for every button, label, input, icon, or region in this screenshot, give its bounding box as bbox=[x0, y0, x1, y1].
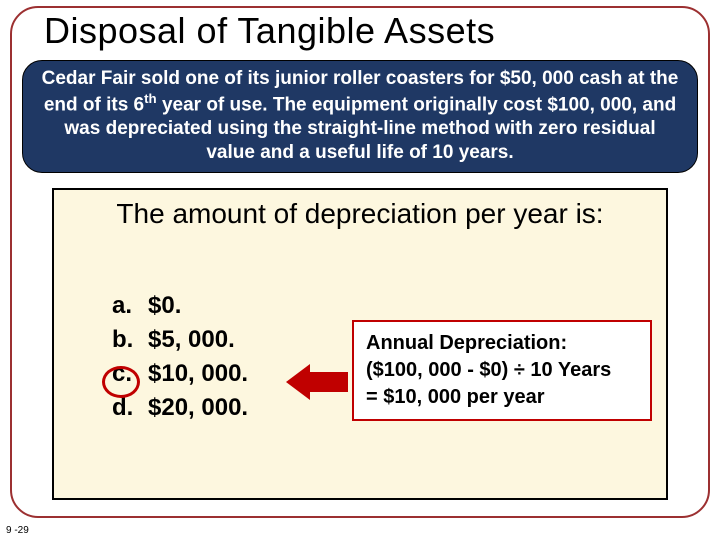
option-value: $0. bbox=[148, 292, 181, 320]
annotation-box: Annual Depreciation: ($100, 000 - $0) ÷ … bbox=[352, 320, 652, 421]
options-list: a. $0. b. $5, 000. c. $10, 000. d. $20, … bbox=[112, 292, 248, 428]
option-letter: b. bbox=[112, 326, 148, 354]
question-box: The amount of depreciation per year is: … bbox=[52, 188, 668, 500]
annotation-line1: Annual Depreciation: bbox=[366, 330, 638, 357]
option-value: $20, 000. bbox=[148, 394, 248, 422]
option-d: d. $20, 000. bbox=[112, 394, 248, 422]
question-title: The amount of depreciation per year is: bbox=[54, 190, 666, 230]
annotation-line2: ($100, 000 - $0) ÷ 10 Years bbox=[366, 357, 638, 384]
option-b: b. $5, 000. bbox=[112, 326, 248, 354]
correct-answer-circle bbox=[102, 366, 140, 398]
option-letter: a. bbox=[112, 292, 148, 320]
scenario-box: Cedar Fair sold one of its junior roller… bbox=[22, 60, 698, 173]
annotation-arrow-icon bbox=[286, 364, 310, 400]
option-letter: d. bbox=[112, 394, 148, 422]
scenario-text: Cedar Fair sold one of its junior roller… bbox=[41, 67, 679, 164]
slide-title: Disposal of Tangible Assets bbox=[44, 10, 690, 52]
slide-number: 9 -29 bbox=[6, 525, 29, 536]
option-a: a. $0. bbox=[112, 292, 248, 320]
annotation-arrow-body bbox=[310, 372, 348, 392]
option-value: $10, 000. bbox=[148, 360, 248, 388]
option-value: $5, 000. bbox=[148, 326, 235, 354]
slide: Disposal of Tangible Assets Cedar Fair s… bbox=[0, 0, 720, 540]
annotation-line3: = $10, 000 per year bbox=[366, 384, 638, 411]
